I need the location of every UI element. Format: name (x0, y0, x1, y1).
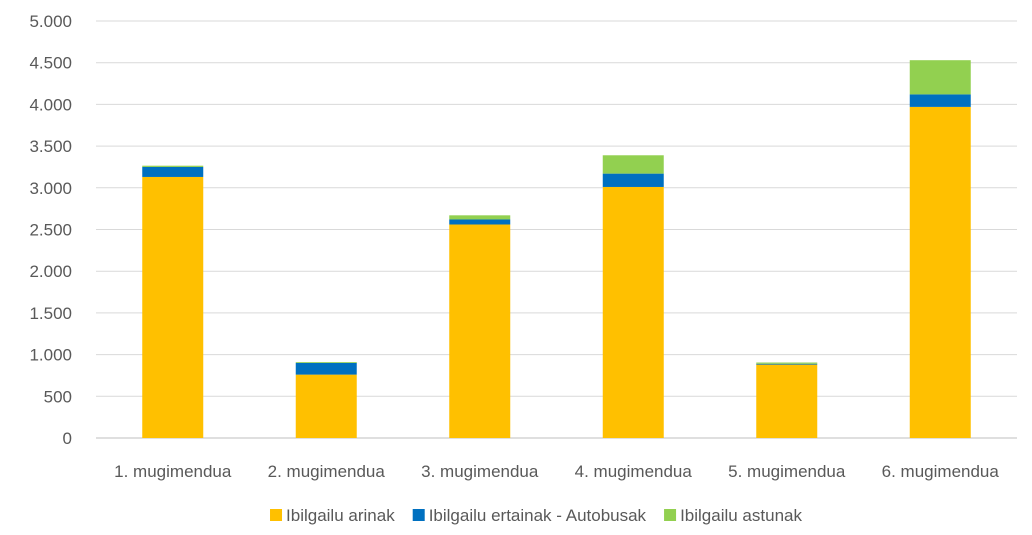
bar-stack (756, 362, 818, 438)
y-tick-label: 4.500 (29, 54, 72, 73)
y-tick-label: 3.500 (29, 137, 72, 156)
y-tick-label: 4.000 (29, 95, 72, 114)
x-tick-label: 3. mugimendua (421, 462, 539, 481)
legend-label: Ibilgailu arinak (286, 506, 395, 525)
x-axis: 1. mugimendua 2. mugimendua 3. mugimendua 4… (114, 462, 999, 481)
y-tick-label: 1.000 (29, 346, 72, 365)
y-tick-label: 1.500 (29, 304, 72, 323)
gridlines (96, 20, 1017, 439)
bar-segment (602, 173, 664, 187)
legend-label: Ibilgailu astunak (680, 506, 802, 525)
bar-segment (756, 362, 818, 364)
legend-label: Ibilgailu ertainak - Autobusak (429, 506, 647, 525)
bar-segment (142, 165, 204, 167)
bar-segment (295, 374, 357, 438)
x-tick-label: 4. mugimendua (575, 462, 693, 481)
legend-item: Ibilgailu arinak (270, 506, 395, 525)
legend-swatch (270, 509, 283, 521)
bar-stack (142, 165, 204, 438)
y-axis: 0 500 1.000 1.500 2.000 2.500 3.000 3.500 4.000 4… (29, 12, 72, 448)
bar-segment (909, 94, 971, 107)
legend-item: Ibilgailu ertainak - Autobusak (412, 506, 647, 525)
bar-stack (295, 362, 357, 438)
bar-segment (602, 186, 664, 438)
legend-swatch (412, 509, 425, 521)
bars (142, 60, 971, 438)
bar-segment (756, 363, 818, 365)
bar-stack (909, 60, 971, 438)
legend: Ibilgailu arinak Ibilgailu ertainak - Aut… (270, 506, 802, 525)
y-tick-label: 5.000 (29, 12, 72, 31)
bar-segment (909, 60, 971, 95)
bar-segment (449, 224, 511, 438)
bar-segment (449, 219, 511, 225)
x-tick-label: 2. mugimendua (268, 462, 386, 481)
bar-segment (602, 155, 664, 174)
bar-stack (449, 215, 511, 438)
bar-segment (295, 362, 357, 363)
legend-swatch (664, 509, 677, 521)
y-tick-label: 2.500 (29, 221, 72, 240)
bar-segment (756, 364, 818, 438)
bar-segment (909, 106, 971, 438)
bar-segment (142, 176, 204, 438)
bar-segment (142, 166, 204, 177)
bar-segment (295, 362, 357, 375)
x-tick-label: 6. mugimendua (882, 462, 1000, 481)
legend-item: Ibilgailu astunak (664, 506, 802, 525)
x-tick-label: 1. mugimendua (114, 462, 232, 481)
x-tick-label: 5. mugimendua (728, 462, 846, 481)
bar-segment (449, 215, 511, 220)
bar-stack (602, 155, 664, 438)
y-tick-label: 0 (63, 429, 72, 448)
y-tick-label: 3.000 (29, 179, 72, 198)
y-tick-label: 500 (44, 387, 72, 406)
y-tick-label: 2.000 (29, 262, 72, 281)
